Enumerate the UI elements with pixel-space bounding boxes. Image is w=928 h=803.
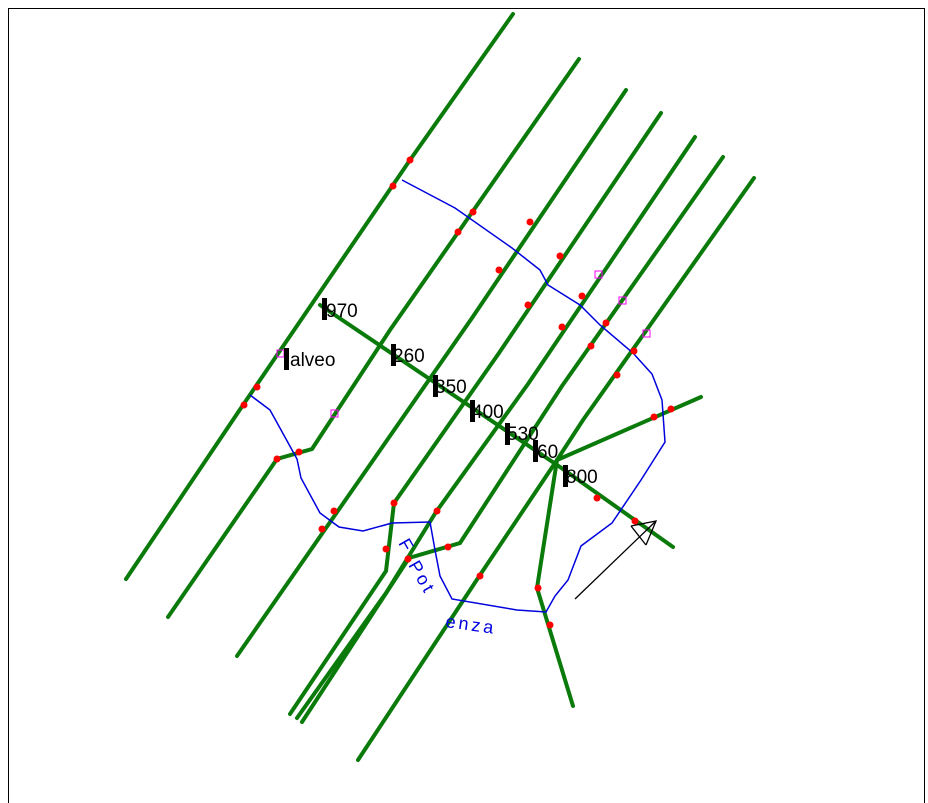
section-label-3[interactable]: 350: [435, 377, 467, 398]
square-marker-icon: [642, 329, 651, 338]
red-dot-icon: [630, 347, 638, 355]
red-dot-icon: [476, 572, 484, 580]
red-dot-icon: [524, 301, 532, 309]
red-dot-icon: [253, 383, 261, 391]
red-dot-icon: [469, 208, 477, 216]
section-line-1[interactable]: [124, 12, 515, 581]
section-label-6[interactable]: 60: [537, 442, 558, 463]
square-marker-icon: [594, 270, 603, 279]
red-dot-icon: [495, 266, 503, 274]
red-dot-icon: [650, 413, 658, 421]
river-label-part-3: enza: [444, 611, 497, 638]
map-frame: [8, 8, 925, 803]
red-dot-icon: [631, 517, 639, 525]
alveo-label[interactable]: alveo: [290, 350, 335, 371]
river-label-part-1: F: [395, 535, 418, 555]
section-line-2[interactable]: [166, 57, 581, 619]
red-dot-icon: [667, 405, 675, 413]
red-dot-icon: [587, 342, 595, 350]
section-label-7[interactable]: 800: [566, 467, 598, 488]
red-dot-icon: [613, 371, 621, 379]
red-dot-icon: [273, 455, 281, 463]
river-label-part-2: Pot: [405, 557, 440, 598]
red-dot-icon: [406, 156, 414, 164]
section-line-8[interactable]: [534, 395, 703, 708]
red-dot-icon: [433, 507, 441, 515]
section-line-6[interactable]: [300, 155, 725, 724]
section-labels: 970 260 350 400 530 60 800 alveo: [284, 298, 598, 488]
red-dot-icon: [558, 323, 566, 331]
red-dot-icon: [318, 525, 326, 533]
river-path[interactable]: [249, 179, 666, 613]
red-dot-icon: [382, 545, 390, 553]
red-dot-icon: [330, 507, 338, 515]
red-dot-icon: [389, 182, 397, 190]
red-dot-icon: [240, 401, 248, 409]
red-dot-icon: [602, 319, 610, 327]
section-label-1[interactable]: 970: [326, 301, 358, 322]
red-dot-icon: [404, 555, 412, 563]
red-dot-icon: [454, 228, 462, 236]
red-dot-icon: [546, 621, 554, 629]
section-label-4[interactable]: 400: [472, 402, 504, 423]
square-marker-icon: [618, 296, 627, 305]
red-dot-icon: [593, 494, 601, 502]
section-points: [240, 156, 675, 629]
section-label-2[interactable]: 260: [393, 346, 425, 367]
red-dot-icon: [578, 292, 586, 300]
red-dot-icon: [534, 584, 542, 592]
section-label-5[interactable]: 530: [507, 424, 539, 445]
red-dot-icon: [556, 252, 564, 260]
red-dot-icon: [295, 448, 303, 456]
red-dot-icon: [444, 543, 452, 551]
section-line-3[interactable]: [235, 88, 628, 658]
red-dot-icon: [390, 499, 398, 507]
arrow-icon: [574, 520, 658, 600]
square-marker-icon: [330, 409, 339, 418]
red-dot-icon: [526, 218, 534, 226]
